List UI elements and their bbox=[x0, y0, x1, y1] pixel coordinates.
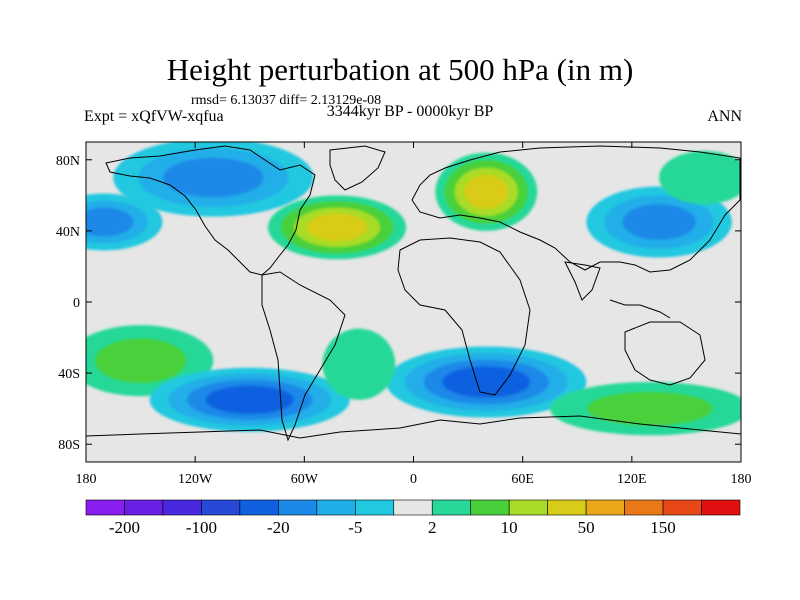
anomaly-positive-0 bbox=[435, 152, 538, 231]
indonesia-coast bbox=[609, 299, 671, 319]
colorbar-label: -20 bbox=[267, 518, 290, 537]
x-tick-label: 60W bbox=[291, 472, 319, 487]
coastlines bbox=[86, 145, 741, 442]
anomaly-positive-5 bbox=[659, 150, 741, 205]
colorbar-label: 2 bbox=[428, 518, 437, 537]
anomaly-positive-1 bbox=[267, 195, 407, 260]
axes: 180 120W 60W 0 60E 120E 180 80N 40N 0 40S 80S bbox=[56, 142, 752, 487]
chart-title: Height perturbation at 500 hPa (in m) bbox=[166, 52, 634, 87]
antarctica-coast bbox=[86, 415, 741, 439]
colorbar-swatch bbox=[508, 499, 548, 516]
anomaly-level bbox=[587, 392, 713, 426]
anomaly-level bbox=[442, 366, 531, 398]
season-label: ANN bbox=[707, 108, 742, 125]
x-tick-label: 180 bbox=[731, 472, 752, 487]
colorbar-label: 50 bbox=[578, 518, 595, 537]
colorbar-swatch bbox=[162, 499, 202, 516]
greenland-coast bbox=[329, 145, 386, 191]
anomaly-negative-3 bbox=[86, 193, 163, 251]
colorbar-swatch bbox=[547, 499, 587, 516]
eurasia-coast bbox=[411, 145, 741, 273]
anomaly-level bbox=[205, 385, 294, 414]
anomaly-positive-6 bbox=[86, 325, 214, 397]
x-tick-label: 60E bbox=[511, 472, 534, 487]
period-label: 3344kyr BP - 0000kyr BP bbox=[326, 103, 494, 120]
anomaly-field bbox=[86, 142, 741, 436]
colorbar-label: -5 bbox=[348, 518, 362, 537]
x-tick-label: 120W bbox=[178, 472, 213, 487]
colorbar-label: -100 bbox=[186, 518, 217, 537]
colorbar-swatch bbox=[470, 499, 510, 516]
colorbar-label: 150 bbox=[650, 518, 676, 537]
africa-coast bbox=[397, 237, 531, 396]
colorbar-swatch bbox=[316, 499, 356, 516]
colorbar-label: 10 bbox=[501, 518, 518, 537]
north-america-coast bbox=[105, 145, 316, 276]
y-tick-label: 80S bbox=[58, 438, 80, 453]
anomaly-negative-8 bbox=[386, 346, 587, 418]
x-tick-label: 0 bbox=[410, 472, 417, 487]
colorbar-swatch bbox=[431, 499, 472, 516]
anomaly-level bbox=[306, 213, 368, 242]
colorbar: -200 -100 -20 -5 2 10 50 150 bbox=[85, 499, 741, 537]
colorbar-swatch bbox=[393, 499, 433, 516]
colorbar-swatch bbox=[354, 499, 395, 516]
anomaly-negative-4 bbox=[586, 186, 732, 258]
anomaly-positive-9 bbox=[549, 382, 741, 436]
anomaly-negative-7 bbox=[149, 367, 350, 432]
y-tick-label: 40S bbox=[58, 367, 80, 382]
colorbar-swatch bbox=[701, 499, 741, 516]
experiment-label: Expt = xQfVW-xqfua bbox=[84, 108, 224, 125]
anomaly-level bbox=[322, 328, 396, 400]
anomaly-level bbox=[163, 158, 264, 198]
australia-coast bbox=[624, 321, 706, 386]
colorbar-swatch bbox=[585, 499, 625, 516]
stats-label: rmsd= 6.13037 diff= 2.13129e-08 bbox=[191, 93, 382, 108]
anomaly-level bbox=[622, 204, 696, 240]
colorbar-swatch bbox=[662, 499, 702, 516]
anomaly-negative-2 bbox=[113, 142, 314, 217]
y-tick-label: 40N bbox=[56, 225, 80, 240]
anomaly-level bbox=[463, 174, 509, 209]
colorbar-label: -200 bbox=[109, 518, 140, 537]
x-tick-label: 180 bbox=[76, 472, 97, 487]
india-coast bbox=[564, 261, 601, 301]
colorbar-swatch bbox=[201, 499, 241, 516]
anomaly-level bbox=[659, 150, 741, 205]
y-tick-label: 0 bbox=[73, 296, 80, 311]
x-tick-label: 120E bbox=[617, 472, 647, 487]
colorbar-swatch bbox=[124, 499, 164, 516]
anomaly-level bbox=[95, 338, 187, 383]
colorbar-swatch bbox=[239, 499, 279, 516]
anomaly-level bbox=[86, 207, 134, 237]
colorbar-swatch bbox=[278, 499, 318, 516]
colorbar-swatch bbox=[85, 499, 125, 516]
y-tick-label: 80N bbox=[56, 154, 80, 169]
anomaly-positive-10 bbox=[322, 328, 396, 400]
colorbar-swatch bbox=[624, 499, 664, 516]
south-america-coast bbox=[261, 271, 346, 442]
